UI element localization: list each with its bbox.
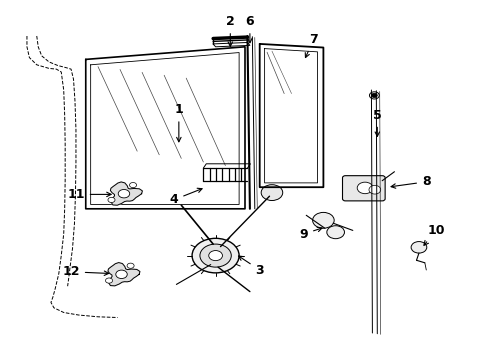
Text: 3: 3 [239,256,264,276]
Text: 6: 6 [245,15,254,43]
Text: 8: 8 [391,175,431,188]
Text: 2: 2 [226,15,235,46]
Circle shape [357,182,373,194]
Circle shape [369,92,379,99]
Circle shape [116,270,127,279]
Text: 7: 7 [305,33,318,58]
Text: 1: 1 [174,103,183,142]
Text: 11: 11 [67,188,111,201]
Circle shape [200,244,231,267]
Circle shape [108,197,115,203]
Circle shape [313,212,334,228]
Polygon shape [110,182,143,205]
Circle shape [327,226,344,239]
Text: 12: 12 [62,265,109,278]
Circle shape [261,185,283,201]
Circle shape [371,93,377,98]
Circle shape [209,251,222,261]
Text: 5: 5 [373,109,382,136]
Circle shape [192,238,239,273]
Text: 9: 9 [299,227,322,240]
Circle shape [129,183,137,188]
Polygon shape [108,262,140,286]
Circle shape [105,278,113,283]
Circle shape [411,242,427,253]
Text: 10: 10 [424,224,445,245]
FancyBboxPatch shape [343,176,385,201]
Text: 4: 4 [170,188,202,206]
Circle shape [369,185,381,194]
Circle shape [127,263,134,268]
Circle shape [118,189,130,198]
